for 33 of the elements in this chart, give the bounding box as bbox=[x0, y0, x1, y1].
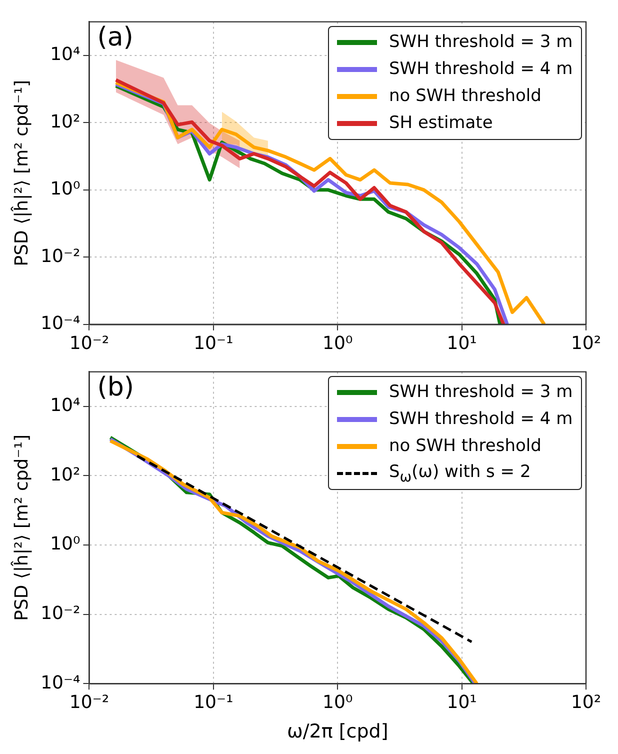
legend-label: SWH threshold = 4 m bbox=[389, 59, 573, 80]
legend-label: SH estimate bbox=[389, 113, 493, 134]
y-tick-label: 10⁻² bbox=[40, 246, 80, 267]
annotation: (a) bbox=[97, 22, 134, 53]
annotation: (b) bbox=[97, 372, 134, 403]
y-tick-label: 10² bbox=[50, 464, 80, 486]
y-axis-title: PSD ⟨|ĥ|²⟩ [m² cpd⁻¹] bbox=[10, 434, 32, 621]
y-tick-label: 10² bbox=[50, 111, 80, 132]
x-tick-label: 10⁻¹ bbox=[194, 692, 234, 714]
x-tick-label: 10⁰ bbox=[322, 332, 353, 354]
legend-label: no SWH threshold bbox=[389, 86, 542, 106]
x-tick-label: 10² bbox=[570, 332, 602, 354]
x-tick-label: 10⁻¹ bbox=[194, 332, 234, 354]
y-tick-label: 10⁰ bbox=[50, 178, 80, 200]
y-tick-label: 10⁻² bbox=[40, 602, 80, 624]
y-tick-label: 10⁻⁴ bbox=[40, 313, 80, 334]
y-tick-label: 10⁴ bbox=[50, 44, 80, 66]
y-axis-title: PSD ⟨|ĥ|²⟩ [m² cpd⁻¹] bbox=[10, 80, 32, 266]
legend-label: no SWH threshold bbox=[389, 436, 542, 456]
legend-label: SWH threshold = 4 m bbox=[389, 409, 573, 430]
legend-label: SWH threshold = 3 m bbox=[389, 382, 573, 402]
x-tick-label: 10⁰ bbox=[322, 692, 353, 714]
y-tick-label: 10⁴ bbox=[50, 395, 80, 416]
x-tick-label: 10¹ bbox=[446, 332, 477, 354]
x-axis-title: ω/2π [cpd] bbox=[286, 720, 388, 743]
x-tick-label: 10⁻² bbox=[69, 692, 110, 714]
y-tick-label: 10⁰ bbox=[50, 534, 80, 555]
x-tick-label: 10² bbox=[570, 692, 602, 714]
x-tick-label: 10⁻² bbox=[69, 332, 110, 354]
x-tick-label: 10¹ bbox=[446, 692, 477, 714]
y-tick-label: 10⁻⁴ bbox=[40, 672, 80, 694]
legend-label: S$_{ω}$(ω) with s = 2 bbox=[389, 462, 531, 485]
legend-label: SWH threshold = 3 m bbox=[389, 32, 573, 52]
